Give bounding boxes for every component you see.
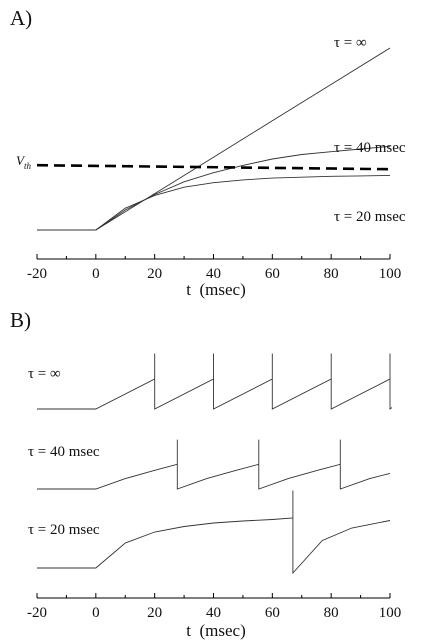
panel-b-tick-label-5: 80	[324, 605, 339, 621]
threshold-line	[36, 163, 391, 171]
panel-b-x-axis: -20 0 20 40 60 80 100	[27, 593, 401, 621]
panel-a-series-label-0: τ = ∞	[334, 35, 367, 51]
panel-b-x-axis-label: t (msec)	[186, 621, 245, 640]
panel-b-tick-label-4: 60	[265, 605, 280, 621]
panel-a-tick-label-4: 60	[265, 266, 280, 282]
panel-a-series-label-2: τ = 20 msec	[334, 209, 406, 225]
panel-b-series-label-0: τ = ∞	[28, 366, 61, 382]
panel-b-series-line-0	[37, 353, 393, 410]
panel-a: A) Vth τ = ∞ τ = 40 msec τ = 20 msec -20 0 2…	[10, 6, 406, 299]
panel-a-tick-label-5: 80	[324, 266, 339, 282]
panel-a-x-axis-label: t (msec)	[186, 280, 245, 299]
panel-a-series-line-1	[37, 145, 391, 231]
panel-b-tick-label-2: 20	[147, 605, 162, 621]
panel-a-x-axis: -20 0 20 40 60 80 100	[27, 254, 401, 282]
panel-b-series-line-1	[37, 439, 391, 490]
panel-b-series-label-1: τ = 40 msec	[28, 444, 100, 460]
panel-a-series-label-1: τ = 40 msec	[334, 140, 406, 156]
panel-a-tick-label-6: 100	[379, 266, 402, 282]
panel-b-tick-label-1: 0	[92, 605, 100, 621]
panel-b-series	[37, 353, 393, 575]
panel-b-label: B)	[10, 308, 31, 332]
panel-a-series-line-0	[37, 47, 391, 231]
panel-b-tick-label-3: 40	[206, 605, 221, 621]
panel-a-series-labels: τ = ∞ τ = 40 msec τ = 20 msec	[334, 35, 406, 225]
panel-b-tick-label-0: -20	[27, 605, 47, 621]
threshold-label: Vth	[16, 153, 31, 171]
panel-a-tick-label-0: -20	[27, 266, 47, 282]
panel-a-label: A)	[10, 6, 32, 30]
panel-b-tick-label-6: 100	[379, 605, 402, 621]
panel-b-series-line-2	[37, 490, 391, 575]
panel-b: B) τ = ∞ τ = 40 msec τ = 20 msec -20 0 20 40 6…	[10, 308, 401, 640]
panel-a-tick-label-3: 40	[206, 266, 221, 282]
panel-a-series-line-2	[37, 174, 391, 231]
panel-b-series-label-2: τ = 20 msec	[28, 522, 100, 538]
panel-a-tick-label-2: 20	[147, 266, 162, 282]
panel-a-series	[37, 47, 391, 231]
panel-a-tick-label-1: 0	[92, 266, 100, 282]
panel-b-series-labels: τ = ∞ τ = 40 msec τ = 20 msec	[28, 366, 100, 538]
